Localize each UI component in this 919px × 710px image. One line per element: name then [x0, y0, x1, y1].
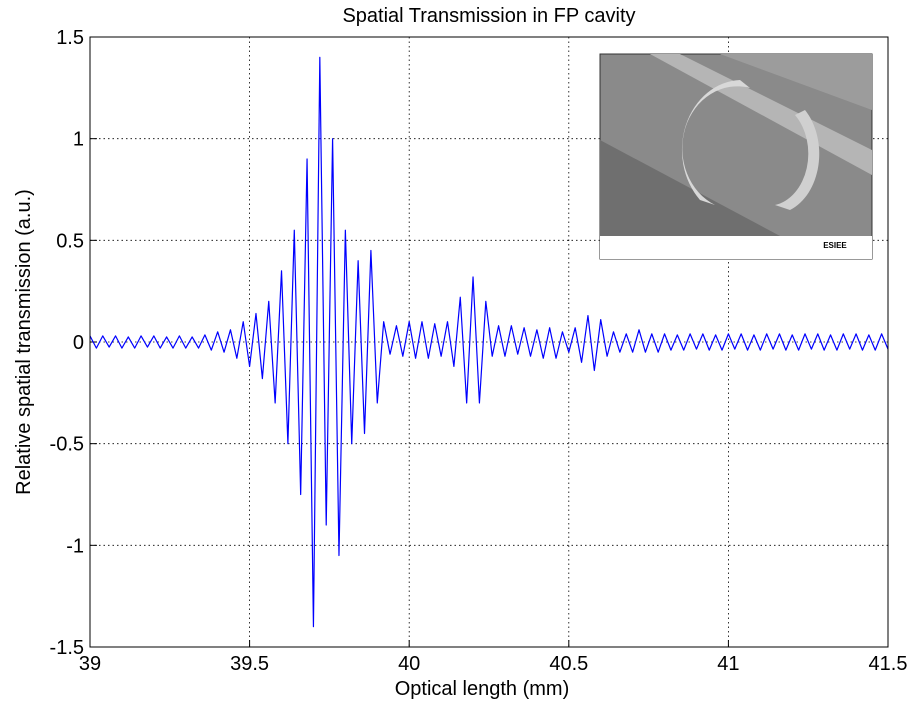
inset-shape	[775, 110, 820, 210]
x-tick-label: 40.5	[549, 653, 588, 675]
data-line	[89, 56, 889, 628]
inset-info-bar	[600, 236, 872, 259]
inset-logo: ESIEE	[823, 241, 847, 250]
y-axis-label: Relative spatial transmission (a.u.)	[13, 189, 35, 495]
grid: 39 39.5 40 40.5 41 41.5 -1.5 -1 -0.5 0 0.5 1 1.5	[50, 27, 908, 675]
x-tick-label: 41.5	[869, 653, 908, 675]
inset-image: ESIEE	[599, 53, 873, 260]
x-tick-label: 40	[398, 653, 420, 675]
y-tick-label: 1	[73, 129, 84, 151]
x-tick-label: 39.5	[230, 653, 269, 675]
y-tick-label: 0	[73, 332, 84, 354]
y-tick-label: -1	[66, 535, 84, 557]
x-tick-label: 41	[717, 653, 739, 675]
chart-title: Spatial Transmission in FP cavity	[342, 5, 635, 27]
plot-frame	[89, 36, 889, 648]
inset-shape	[600, 54, 872, 110]
plot	[89, 56, 889, 628]
x-axis-label: Optical length (mm)	[395, 678, 570, 700]
x-tick-label: 39	[79, 653, 101, 675]
y-tick-label: -1.5	[50, 637, 84, 659]
y-tick-label: 1.5	[56, 27, 84, 49]
y-tick-label: 0.5	[56, 230, 84, 252]
y-tick-label: -0.5	[50, 434, 84, 456]
inset-shape	[600, 140, 780, 236]
